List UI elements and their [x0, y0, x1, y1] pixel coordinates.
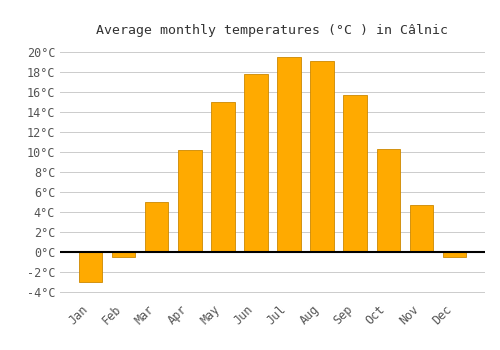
- Bar: [310, 61, 334, 252]
- Bar: [244, 74, 268, 252]
- Bar: [212, 102, 234, 252]
- Bar: [344, 95, 366, 252]
- Bar: [442, 252, 466, 257]
- Bar: [112, 252, 136, 257]
- Bar: [146, 202, 169, 252]
- Bar: [80, 252, 102, 282]
- Bar: [410, 205, 432, 252]
- Bar: [376, 149, 400, 252]
- Title: Average monthly temperatures (°C ) in Câlnic: Average monthly temperatures (°C ) in Câ…: [96, 24, 448, 37]
- Bar: [178, 150, 202, 252]
- Bar: [278, 57, 300, 252]
